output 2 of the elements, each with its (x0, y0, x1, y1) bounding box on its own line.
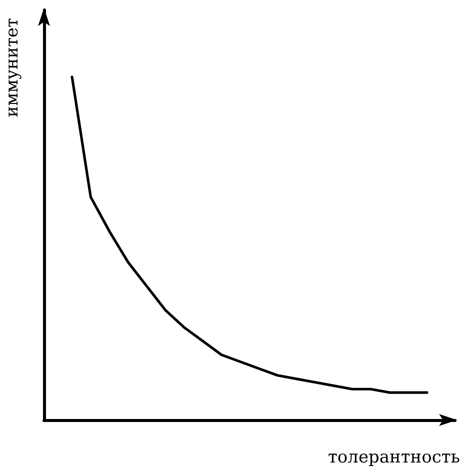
y-axis-title: иммунитет (2, 18, 22, 118)
x-axis-title: толерантность (328, 448, 460, 468)
